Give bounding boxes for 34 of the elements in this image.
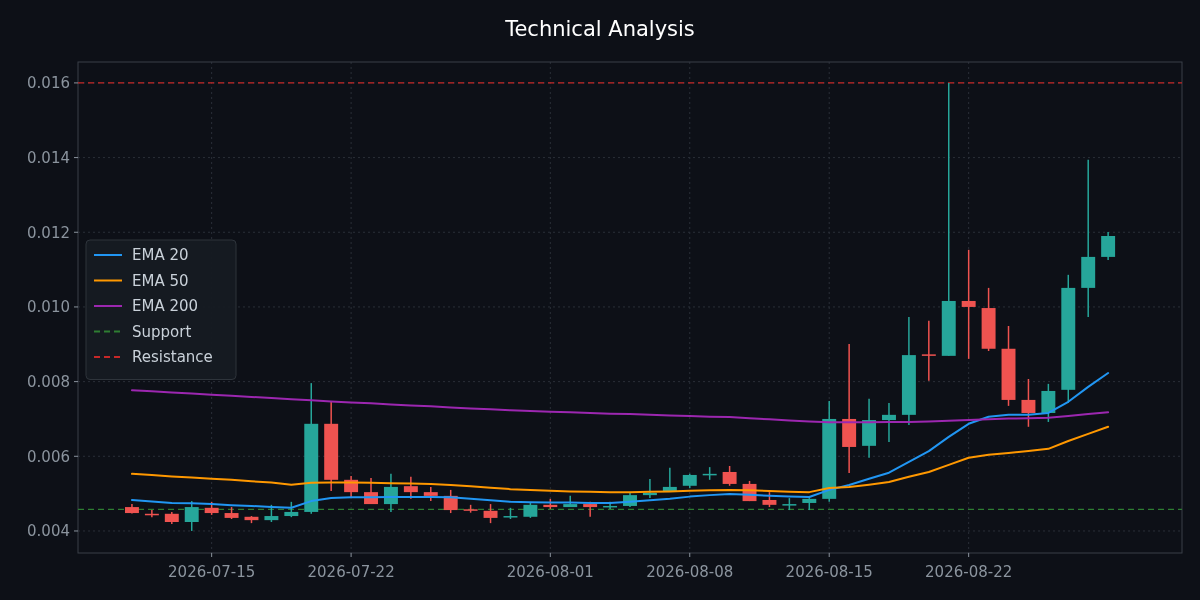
y-tick-label: 0.014 — [27, 148, 70, 167]
line-series — [130, 372, 1110, 509]
y-tick-label: 0.016 — [27, 74, 70, 93]
y-tick-label: 0.010 — [27, 298, 70, 317]
x-tick-label: 2026-07-15 — [168, 563, 256, 581]
line-series — [130, 389, 1110, 424]
line-series — [130, 425, 1110, 494]
x-tick-label: 2026-08-22 — [925, 563, 1013, 581]
candlestick — [583, 501, 598, 518]
y-tick-label: 0.012 — [27, 223, 70, 242]
candlestick — [1021, 378, 1036, 428]
y-tick-label: 0.008 — [27, 372, 70, 391]
candlestick — [642, 478, 657, 499]
candlestick — [403, 476, 418, 500]
legend-label: EMA 50 — [132, 271, 189, 290]
legend-label: EMA 20 — [132, 246, 189, 265]
candlestick — [882, 402, 896, 443]
candlestick — [483, 503, 498, 524]
x-tick-label: 2026-08-08 — [646, 563, 734, 581]
legend-label: Resistance — [132, 348, 213, 367]
legend-label: Support — [132, 322, 192, 341]
y-tick-label: 0.006 — [27, 447, 70, 466]
candlestick — [1041, 383, 1056, 423]
legend-label: EMA 200 — [132, 297, 199, 316]
candlestick — [184, 500, 199, 532]
x-tick-label: 2026-07-22 — [307, 563, 395, 581]
x-tick-label: 2026-08-15 — [785, 563, 873, 581]
x-tick-label: 2026-08-01 — [506, 563, 594, 581]
candlestick — [1101, 231, 1116, 261]
candlestick — [722, 465, 737, 487]
chart-title: Technical Analysis — [504, 17, 695, 41]
y-tick-label: 0.004 — [27, 522, 70, 541]
candlestick — [921, 320, 936, 382]
candlestick — [961, 249, 976, 360]
